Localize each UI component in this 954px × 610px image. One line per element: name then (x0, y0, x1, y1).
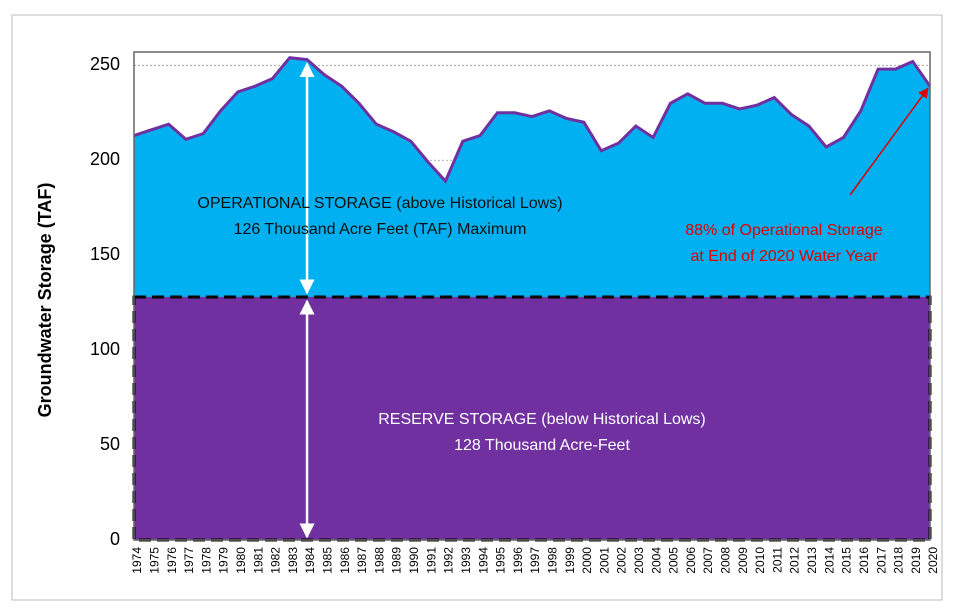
x-tick-label: 1979 (217, 547, 231, 574)
y-tick-label: 250 (90, 54, 120, 74)
frame (11, 14, 943, 601)
x-tick-label: 1995 (494, 547, 508, 574)
x-tick-label: 2009 (736, 547, 750, 574)
x-tick-label: 2008 (719, 547, 733, 574)
x-tick-label: 2012 (788, 547, 802, 574)
x-tick-label: 2007 (701, 547, 715, 574)
x-tick-label: 1983 (286, 547, 300, 574)
annotation: 88% of Operational Storage (685, 222, 883, 239)
x-tick-label: 2014 (822, 547, 836, 574)
x-tick-label: 1977 (182, 547, 196, 574)
x-tick-label: 1996 (511, 547, 525, 574)
x-tick-label: 1978 (199, 547, 213, 574)
x-tick-label: 2001 (597, 547, 611, 574)
x-tick-label: 2017 (874, 547, 888, 574)
x-tick-label: 2003 (632, 547, 646, 574)
y-tick-label: 200 (90, 149, 120, 169)
x-tick-label: 2006 (684, 547, 698, 574)
x-tick-label: 1976 (165, 547, 179, 574)
reserve-label: 128 Thousand Acre-Feet (454, 437, 630, 454)
plot-border (133, 51, 931, 541)
x-tick-label: 2000 (580, 547, 594, 574)
y-axis-label: Groundwater Storage (TAF) (35, 183, 55, 418)
reserve-label: RESERVE STORAGE (below Historical Lows) (378, 411, 706, 428)
x-tick-label: 2011 (770, 547, 784, 573)
x-tick-label: 2019 (909, 547, 923, 574)
annotation-arrow (849, 87, 929, 196)
x-tick-label: 1998 (545, 547, 559, 574)
x-tick-label: 2016 (857, 547, 871, 574)
x-tick-label: 1982 (269, 547, 283, 574)
x-tick-label: 1975 (147, 547, 161, 574)
reserve-area (132, 295, 932, 542)
operational-label: OPERATIONAL STORAGE (above Historical Lo… (197, 195, 562, 212)
x-tick-label: 2013 (805, 547, 819, 574)
x-tick-label: 2020 (926, 547, 940, 574)
x-tick-label: 1992 (442, 547, 456, 574)
y-tick-label: 100 (90, 339, 120, 359)
x-tick-label: 1989 (390, 547, 404, 574)
x-tick-label: 1987 (355, 547, 369, 574)
x-tick-label: 2018 (892, 547, 906, 574)
x-tick-label: 1994 (476, 547, 490, 574)
x-tick-label: 2002 (615, 547, 629, 574)
x-tick-label: 2005 (667, 547, 681, 574)
x-tick-label: 1991 (424, 547, 438, 574)
y-tick-label: 150 (90, 244, 120, 264)
x-tick-label: 1999 (563, 547, 577, 574)
operational-label: 126 Thousand Acre Feet (TAF) Maximum (234, 221, 527, 238)
x-tick-label: 1984 (303, 547, 317, 574)
x-tick-label: 2015 (840, 547, 854, 574)
x-tick-label: 2010 (753, 547, 767, 574)
x-tick-label: 1974 (130, 547, 144, 574)
operational-area (134, 57, 930, 297)
x-tick-label: 2004 (649, 547, 663, 574)
x-tick-label: 1988 (372, 547, 386, 574)
x-tick-label: 1993 (459, 547, 473, 574)
x-tick-label: 1997 (528, 547, 542, 574)
x-tick-label: 1980 (234, 547, 248, 574)
storage-line (133, 56, 932, 184)
annotation: at End of 2020 Water Year (690, 248, 878, 265)
x-tick-label: 1986 (338, 547, 352, 574)
x-tick-label: 1990 (407, 547, 421, 574)
x-tick-label: 1981 (251, 547, 265, 574)
x-tick-label: 1985 (321, 547, 335, 574)
y-tick-label: 50 (100, 434, 120, 454)
y-tick-label: 0 (110, 529, 120, 549)
